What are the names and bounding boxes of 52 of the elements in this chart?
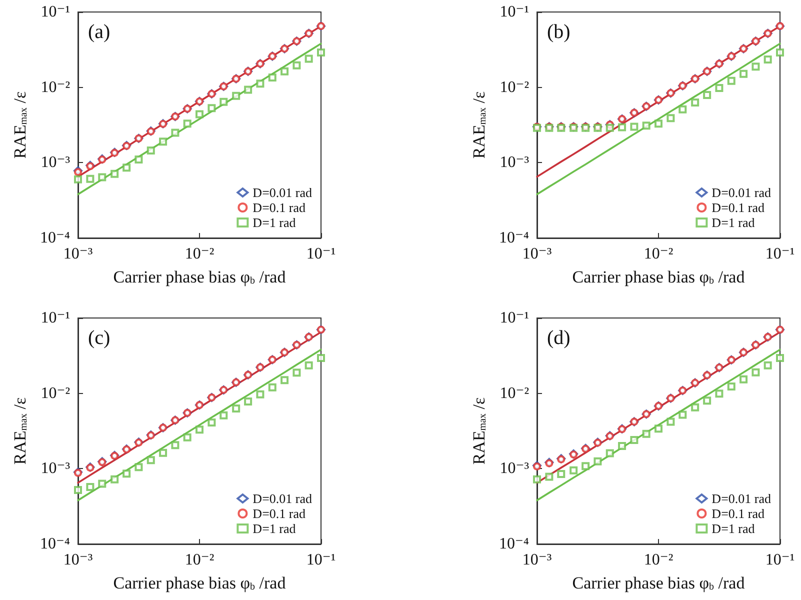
x-tick-label: 10⁻³: [63, 246, 93, 262]
x-tick-label: 10⁻³: [522, 246, 552, 262]
y-axis-title: RAEmax /ε: [470, 91, 489, 159]
x-tick-label: 10⁻²: [644, 246, 674, 262]
legend-label: D=1 rad: [712, 215, 756, 230]
legend-label: D=0.01 rad: [252, 185, 312, 200]
y-tick-label: 10⁻²: [500, 384, 530, 402]
x-tick-label: 10⁻³: [63, 552, 93, 568]
legend-label: D=0.1 rad: [252, 200, 306, 215]
y-tick-label: 10⁻²: [40, 384, 70, 402]
y-tick-label: 10⁻⁴: [498, 230, 530, 246]
y-tick-label: 10⁻³: [40, 154, 70, 172]
x-tick-label: 10⁻¹: [306, 246, 336, 262]
y-tick-label: 10⁻¹: [40, 310, 70, 326]
legend-label: D=1 rad: [252, 521, 296, 536]
legend-label: D=0.01 rad: [712, 491, 772, 506]
y-axis-title: RAEmax /ε: [470, 397, 489, 465]
y-tick-label: 10⁻⁴: [40, 230, 70, 246]
y-tick-label: 10⁻¹: [40, 4, 70, 20]
legend-label: D=0.1 rad: [252, 506, 306, 521]
x-axis-title: Carrier phase bias φb /rad: [572, 574, 746, 592]
annotation: (a): [88, 21, 110, 43]
x-tick-label: 10⁻¹: [765, 552, 795, 568]
y-tick-label: 10⁻²: [40, 78, 70, 96]
legend-label: D=0.1 rad: [712, 200, 765, 215]
x-tick-label: 10⁻¹: [765, 246, 795, 262]
y-tick-label: 10⁻³: [500, 154, 530, 172]
x-tick-label: 10⁻²: [644, 552, 674, 568]
legend-label: D=0.01 rad: [252, 491, 312, 506]
annotation: (b): [547, 21, 570, 43]
annotation: (c): [88, 327, 110, 349]
legend-label: D=0.01 rad: [712, 185, 772, 200]
legend-label: D=1 rad: [712, 521, 756, 536]
annotation: (d): [547, 327, 570, 349]
y-tick-label: 10⁻⁴: [40, 536, 70, 552]
y-tick-label: 10⁻⁴: [498, 536, 530, 552]
y-tick-label: 10⁻¹: [500, 4, 530, 20]
x-tick-label: 10⁻²: [184, 246, 214, 262]
y-tick-label: 10⁻³: [40, 460, 70, 478]
legend-label: D=0.1 rad: [712, 506, 765, 521]
x-tick-label: 10⁻¹: [306, 552, 336, 568]
y-tick-label: 10⁻¹: [500, 310, 530, 326]
legend-label: D=1 rad: [252, 215, 296, 230]
x-tick-label: 10⁻²: [184, 552, 214, 568]
y-tick-label: 10⁻³: [500, 460, 530, 478]
x-axis-title: Carrier phase bias φb /rad: [113, 268, 286, 286]
y-axis-title: RAEmax /ε: [10, 397, 30, 465]
y-axis-title: RAEmax /ε: [10, 91, 30, 159]
x-axis-title: Carrier phase bias φb /rad: [572, 268, 746, 286]
y-tick-label: 10⁻²: [500, 78, 530, 96]
x-tick-label: 10⁻³: [522, 552, 552, 568]
x-axis-title: Carrier phase bias φb /rad: [113, 574, 286, 592]
